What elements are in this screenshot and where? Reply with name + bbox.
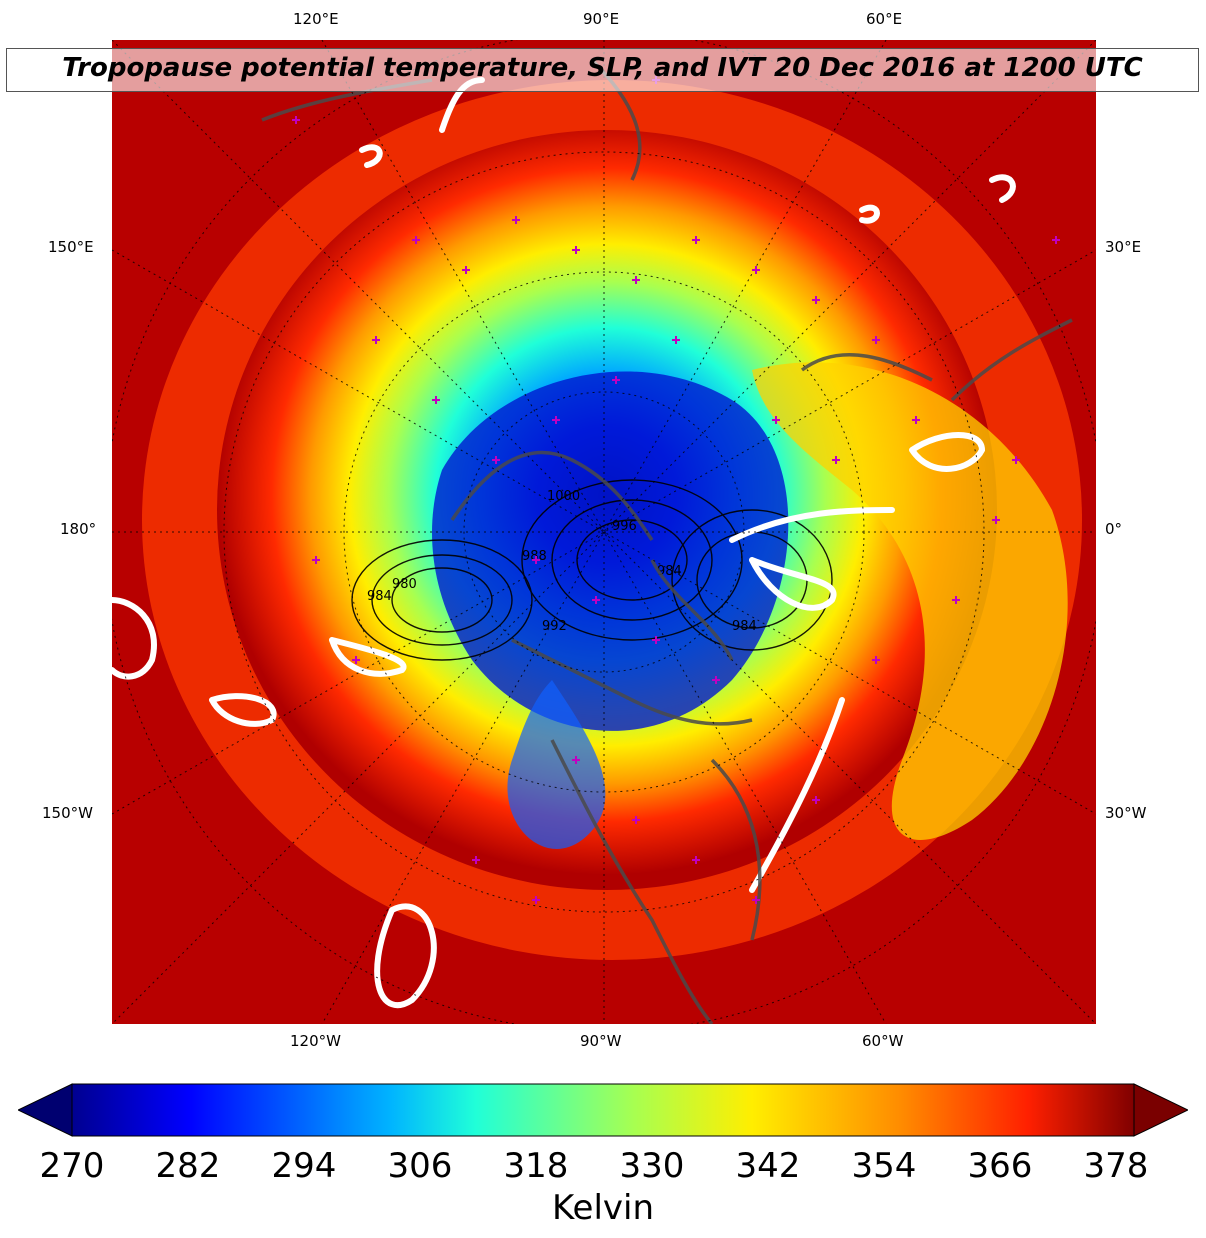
colorbar-tick-330: 330 (619, 1146, 685, 1186)
chart-title: Tropopause potential temperature, SLP, a… (62, 53, 1143, 83)
slp-label-980: 980 (392, 577, 417, 592)
colorbar-extend-low (18, 1083, 73, 1137)
colorbar-tick-366: 366 (967, 1146, 1033, 1186)
slp-label-988: 988 (522, 549, 547, 564)
colorbar-label: Kelvin (551, 1188, 655, 1228)
slp-contours (351, 479, 833, 661)
lon-label-top-90e: 90°E (583, 10, 620, 28)
lon-label-bottom-90w: 90°W (580, 1032, 622, 1050)
cold-trough-south (507, 680, 606, 849)
lon-label-bottom-120w: 120°W (290, 1032, 341, 1050)
colorbar-tick-354: 354 (851, 1146, 917, 1186)
colorbar-extend-high (1133, 1083, 1188, 1137)
warm-tongue-east (752, 362, 1068, 840)
lon-label-left-180: 180° (60, 520, 97, 538)
slp-label-996: 996 (612, 519, 637, 534)
colorbar-gradient (71, 1083, 1135, 1137)
colorbar-tick-270: 270 (39, 1146, 105, 1186)
lon-label-right-30w: 30°W (1105, 804, 1147, 822)
lon-label-right-0: 0° (1105, 520, 1123, 538)
colorbar-tick-306: 306 (387, 1146, 453, 1186)
lon-label-bottom-60w: 60°W (862, 1032, 904, 1050)
slp-contour-labels: 1000 984 980 988 992 996 984 984 (367, 489, 757, 634)
lon-label-left-150e: 150°E (48, 238, 94, 256)
map-panel: 1000 984 980 988 992 996 984 984 (112, 40, 1096, 1024)
cold-core (432, 371, 789, 731)
colorbar-tick-378: 378 (1083, 1146, 1149, 1186)
colorbar (18, 1083, 1188, 1137)
lon-label-left-150w: 150°W (42, 804, 93, 822)
colorbar-tick-318: 318 (503, 1146, 569, 1186)
colorbar-tick-342: 342 (735, 1146, 801, 1186)
slp-label-992: 992 (542, 619, 567, 634)
slp-label-1000: 1000 (547, 489, 580, 504)
colorbar-tick-294: 294 (271, 1146, 337, 1186)
lon-label-right-30e: 30°E (1105, 238, 1142, 256)
map-plot: 1000 984 980 988 992 996 984 984 (112, 40, 1096, 1024)
station-markers (292, 76, 1060, 904)
lat-lon-gridlines (112, 40, 1096, 1024)
slp-label-984-east: 984 (732, 619, 757, 634)
coastlines (261, 58, 1073, 1024)
lon-label-top-60e: 60°E (866, 10, 903, 28)
colorbar-tick-282: 282 (155, 1146, 221, 1186)
lon-label-top-120e: 120°E (293, 10, 339, 28)
chart-title-box: Tropopause potential temperature, SLP, a… (6, 48, 1199, 92)
slp-label-984-west: 984 (367, 589, 392, 604)
